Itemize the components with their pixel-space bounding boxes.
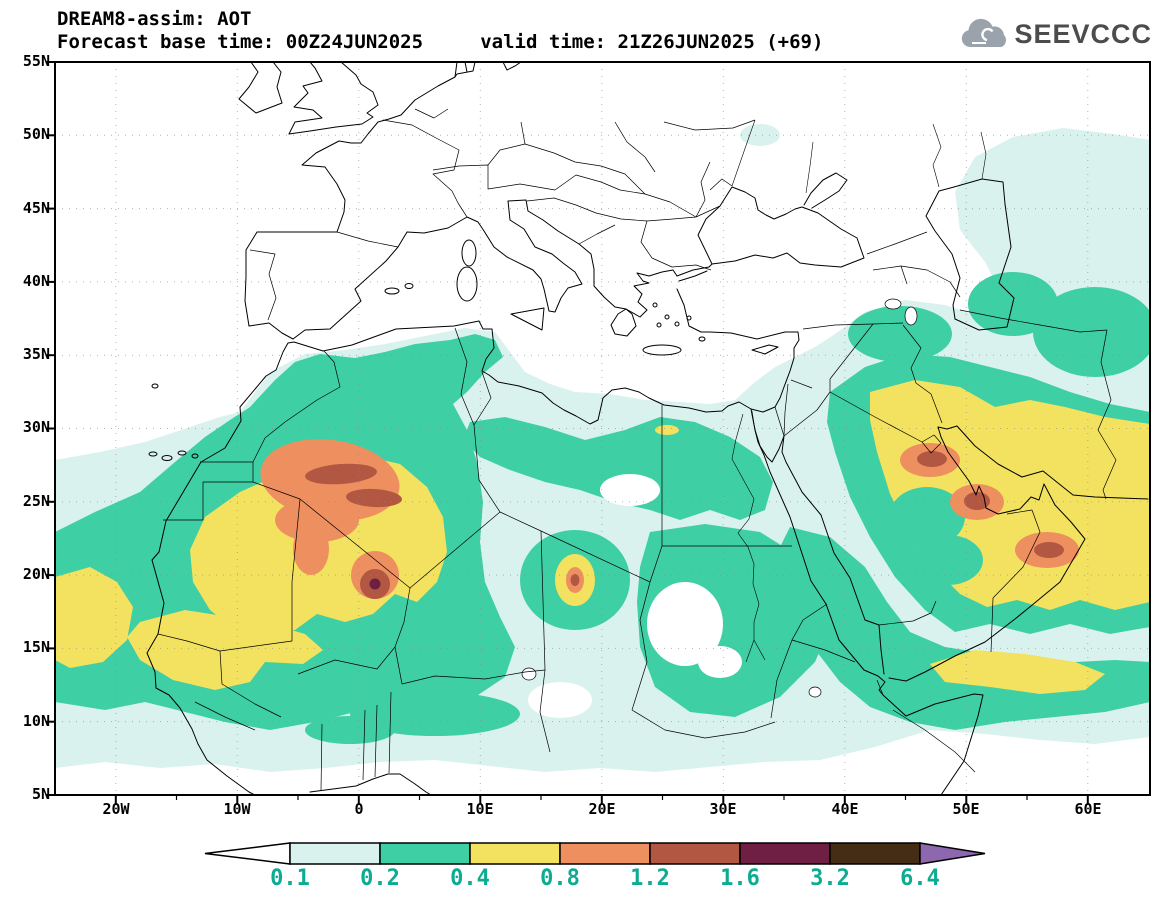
lat-label: 40N (22, 272, 50, 290)
seevccc-cloud-icon (962, 18, 1007, 47)
lon-label: 20W (102, 800, 130, 818)
lat-label: 45N (22, 199, 50, 217)
lon-label: 20E (588, 800, 616, 818)
coastlines (146, 62, 1149, 795)
legend-label: 6.4 (900, 866, 940, 891)
page-subtitle: Forecast base time: 00Z24JUN2025 valid t… (57, 31, 824, 53)
lat-label: 25N (22, 492, 50, 510)
legend-label: 1.6 (720, 866, 760, 891)
map-area (55, 62, 1150, 795)
legend-label: 1.2 (630, 866, 670, 891)
lat-label: 55N (22, 52, 50, 70)
legend-label: 0.4 (450, 866, 490, 891)
aot-field (55, 124, 1150, 772)
brand-logo-text: SEEVCCC (1014, 18, 1152, 49)
lon-label: 40E (831, 800, 859, 818)
lat-label: 10N (22, 712, 50, 730)
rivers (731, 119, 987, 663)
lon-label: 10W (223, 800, 251, 818)
lon-label: 0 (354, 800, 364, 818)
page-title: DREAM8-assim: AOT (57, 8, 252, 30)
legend-bar (204, 842, 986, 865)
lon-label: 50E (952, 800, 980, 818)
lat-label: 35N (22, 345, 50, 363)
legend-label: 0.8 (540, 866, 580, 891)
lat-label: 15N (22, 638, 50, 656)
lon-label: 30E (709, 800, 737, 818)
axis-ticks (46, 61, 1089, 804)
legend-label: 0.1 (270, 866, 310, 891)
lat-label: 30N (22, 418, 50, 436)
brand-logo: SEEVCCC (960, 16, 1152, 52)
lat-label: 50N (22, 125, 50, 143)
legend-label: 3.2 (810, 866, 850, 891)
lon-label: 10E (466, 800, 494, 818)
lon-label: 60E (1074, 800, 1102, 818)
country-borders (157, 108, 1117, 792)
legend-label: 0.2 (360, 866, 400, 891)
lat-label: 5N (31, 785, 50, 803)
lat-label: 20N (22, 565, 50, 583)
